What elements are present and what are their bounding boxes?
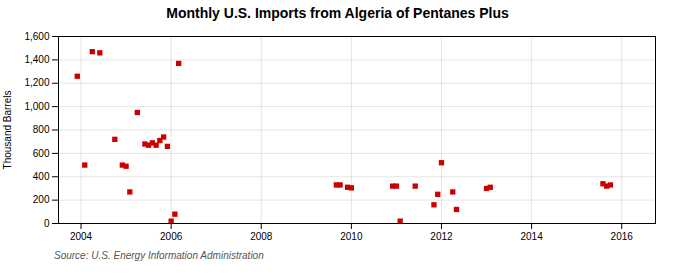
svg-text:800: 800 [33, 124, 50, 135]
svg-text:1,200: 1,200 [24, 77, 49, 88]
svg-text:2016: 2016 [611, 231, 634, 242]
svg-text:600: 600 [33, 148, 50, 159]
html-text:Source: U.S. Energy Informatio: Source: U.S. Energy Information Administ… [54, 250, 264, 261]
svg-text:2012: 2012 [430, 231, 453, 242]
svg-text:2008: 2008 [250, 231, 273, 242]
svg-text:1,600: 1,600 [24, 31, 49, 42]
svg-text:2004: 2004 [70, 231, 93, 242]
svg-text:1,400: 1,400 [24, 54, 49, 65]
svg-text:200: 200 [33, 194, 50, 205]
svg-text:2010: 2010 [340, 231, 363, 242]
svg-text:Thousand Barrels: Thousand Barrels [2, 91, 13, 170]
svg-text:2006: 2006 [160, 231, 183, 242]
svg-text:0: 0 [44, 218, 50, 229]
html-text:Monthly U.S. Imports from Alge: Monthly U.S. Imports from Algeria of Pen… [166, 5, 509, 21]
svg-text:400: 400 [33, 171, 50, 182]
svg-text:1,000: 1,000 [24, 101, 49, 112]
svg-text:2014: 2014 [520, 231, 543, 242]
